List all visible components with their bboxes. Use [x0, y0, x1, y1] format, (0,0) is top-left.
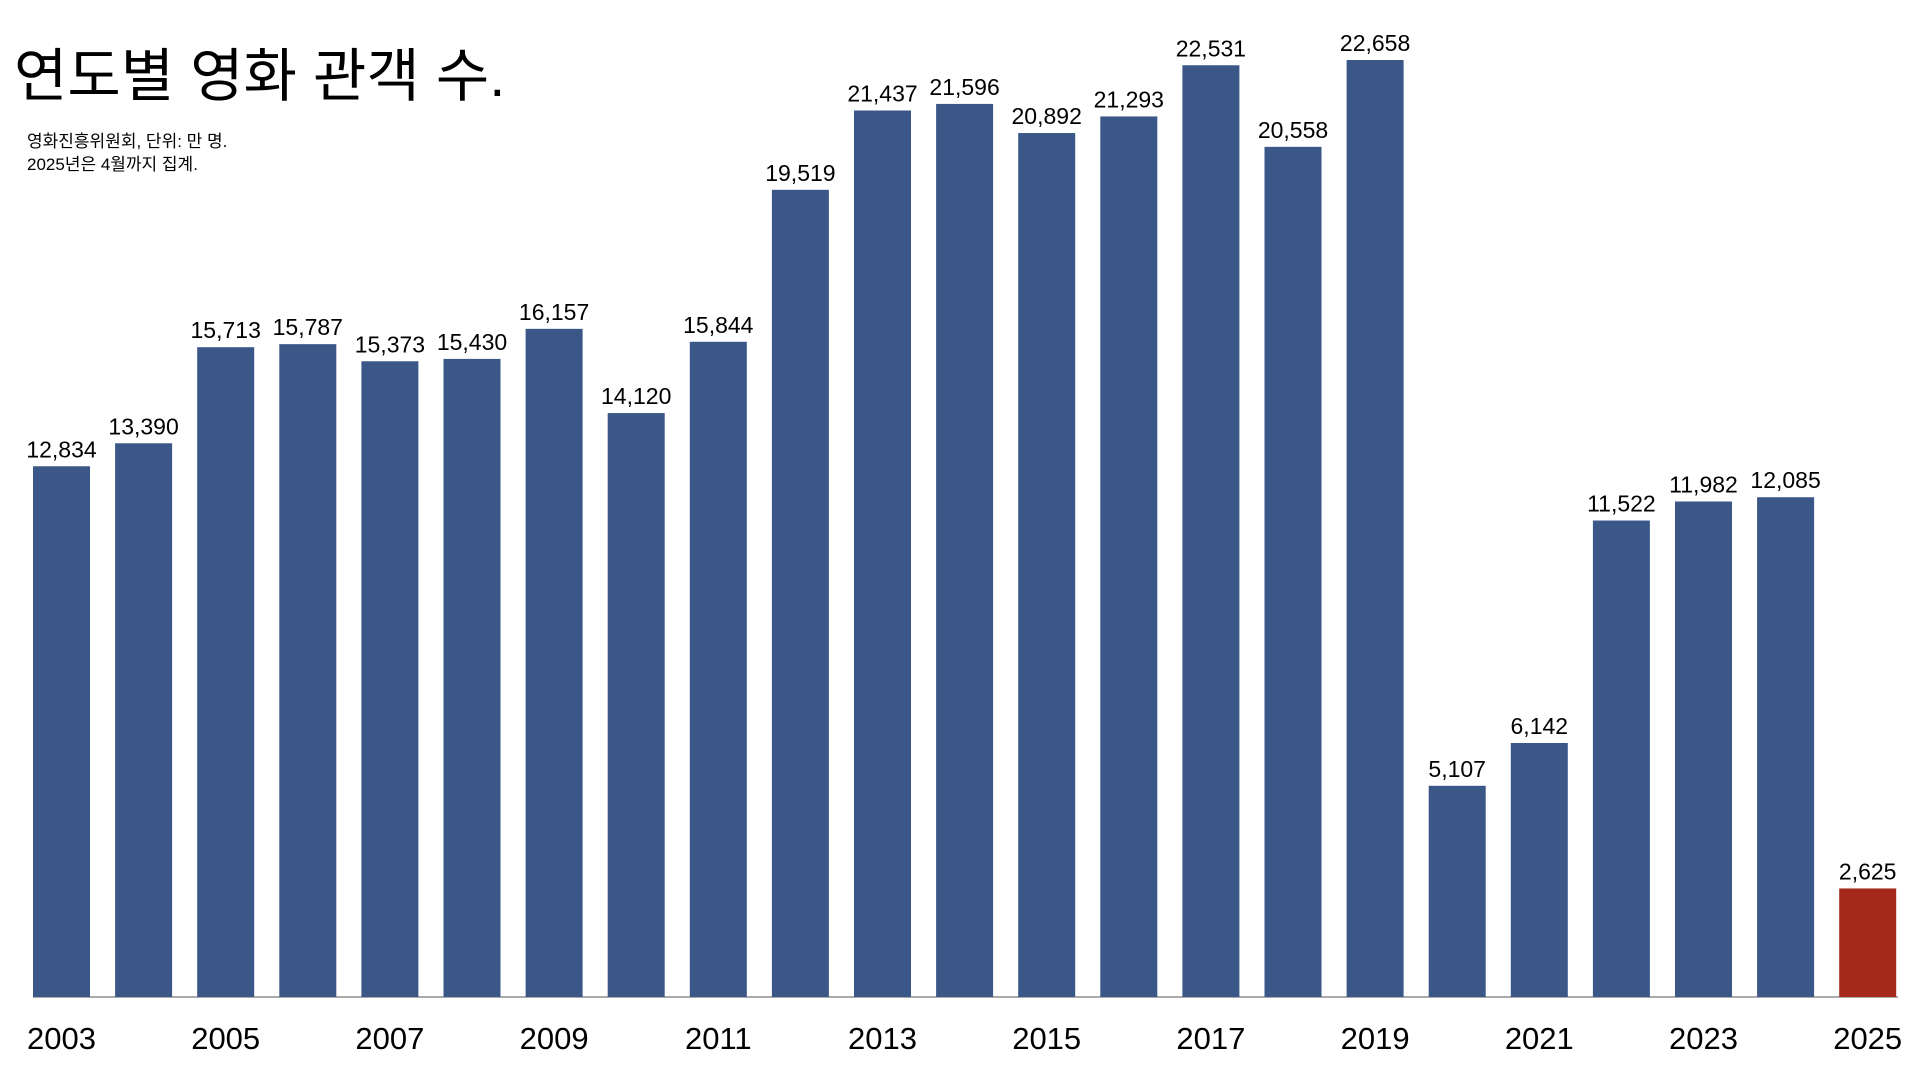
- x-tick-label: 2003: [27, 1021, 96, 1056]
- chart-subtitle: 2025년은 4월까지 집계.: [27, 155, 198, 174]
- value-label: 6,142: [1511, 713, 1569, 739]
- bar: [1182, 65, 1240, 998]
- value-label: 5,107: [1428, 756, 1486, 782]
- x-tick-label: 2011: [685, 1021, 752, 1056]
- x-tick-label: 2025: [1833, 1021, 1902, 1056]
- bar: [1510, 743, 1568, 997]
- x-tick-label: 2023: [1669, 1021, 1738, 1056]
- x-tick-label: 2017: [1176, 1021, 1245, 1056]
- x-tick-label: 2021: [1505, 1021, 1574, 1056]
- bar: [525, 328, 583, 997]
- x-tick-label: 2013: [848, 1021, 917, 1056]
- bar: [443, 358, 501, 997]
- bar: [33, 466, 90, 997]
- bar: [1675, 501, 1732, 997]
- bar: [1264, 146, 1322, 997]
- value-label: 12,834: [26, 436, 97, 462]
- value-label: 22,531: [1176, 35, 1246, 61]
- value-label: 15,713: [191, 317, 261, 343]
- value-label: 20,558: [1258, 117, 1328, 143]
- x-tick-label: 2019: [1341, 1021, 1410, 1056]
- value-label: 2,625: [1839, 858, 1897, 884]
- bar: [361, 361, 419, 997]
- x-tick-label: 2009: [520, 1021, 589, 1056]
- value-label: 12,085: [1750, 467, 1820, 493]
- value-label: 11,522: [1587, 491, 1656, 517]
- value-label: 21,596: [929, 74, 999, 100]
- value-label: 15,844: [683, 312, 754, 338]
- bar: [115, 443, 173, 998]
- value-label: 14,120: [601, 383, 671, 409]
- bar: [1100, 116, 1158, 998]
- value-label: 19,519: [765, 160, 835, 186]
- bar: [197, 347, 255, 997]
- bar: [1018, 133, 1076, 997]
- value-label: 15,430: [437, 329, 507, 355]
- value-label: 21,437: [847, 80, 917, 106]
- value-label: 22,658: [1340, 30, 1410, 56]
- value-label: 20,892: [1012, 103, 1082, 129]
- value-label: 15,787: [273, 314, 343, 340]
- x-tick-label: 2005: [191, 1021, 260, 1056]
- bar: [689, 341, 747, 997]
- bar: [771, 189, 829, 997]
- x-tick-label: 2007: [355, 1021, 424, 1056]
- chart-title: 연도별 영화 관객 수.: [14, 44, 505, 109]
- bar: [607, 413, 665, 998]
- bar: [1346, 60, 1404, 997]
- bar: [1839, 888, 1897, 997]
- value-label: 16,157: [519, 299, 589, 325]
- bar: [936, 103, 994, 998]
- bar: [1592, 520, 1650, 997]
- value-label: 11,982: [1669, 471, 1738, 497]
- bar: [1428, 785, 1486, 997]
- chart-subtitle: 영화진흥위원회, 단위: 만 명.: [27, 132, 227, 151]
- value-label: 21,293: [1094, 86, 1164, 112]
- x-tick-label: 2015: [1012, 1021, 1081, 1056]
- bar: [279, 344, 337, 997]
- value-label: 13,390: [108, 413, 178, 439]
- bar: [1757, 497, 1815, 997]
- value-label: 15,373: [355, 331, 425, 357]
- bar: [854, 110, 911, 998]
